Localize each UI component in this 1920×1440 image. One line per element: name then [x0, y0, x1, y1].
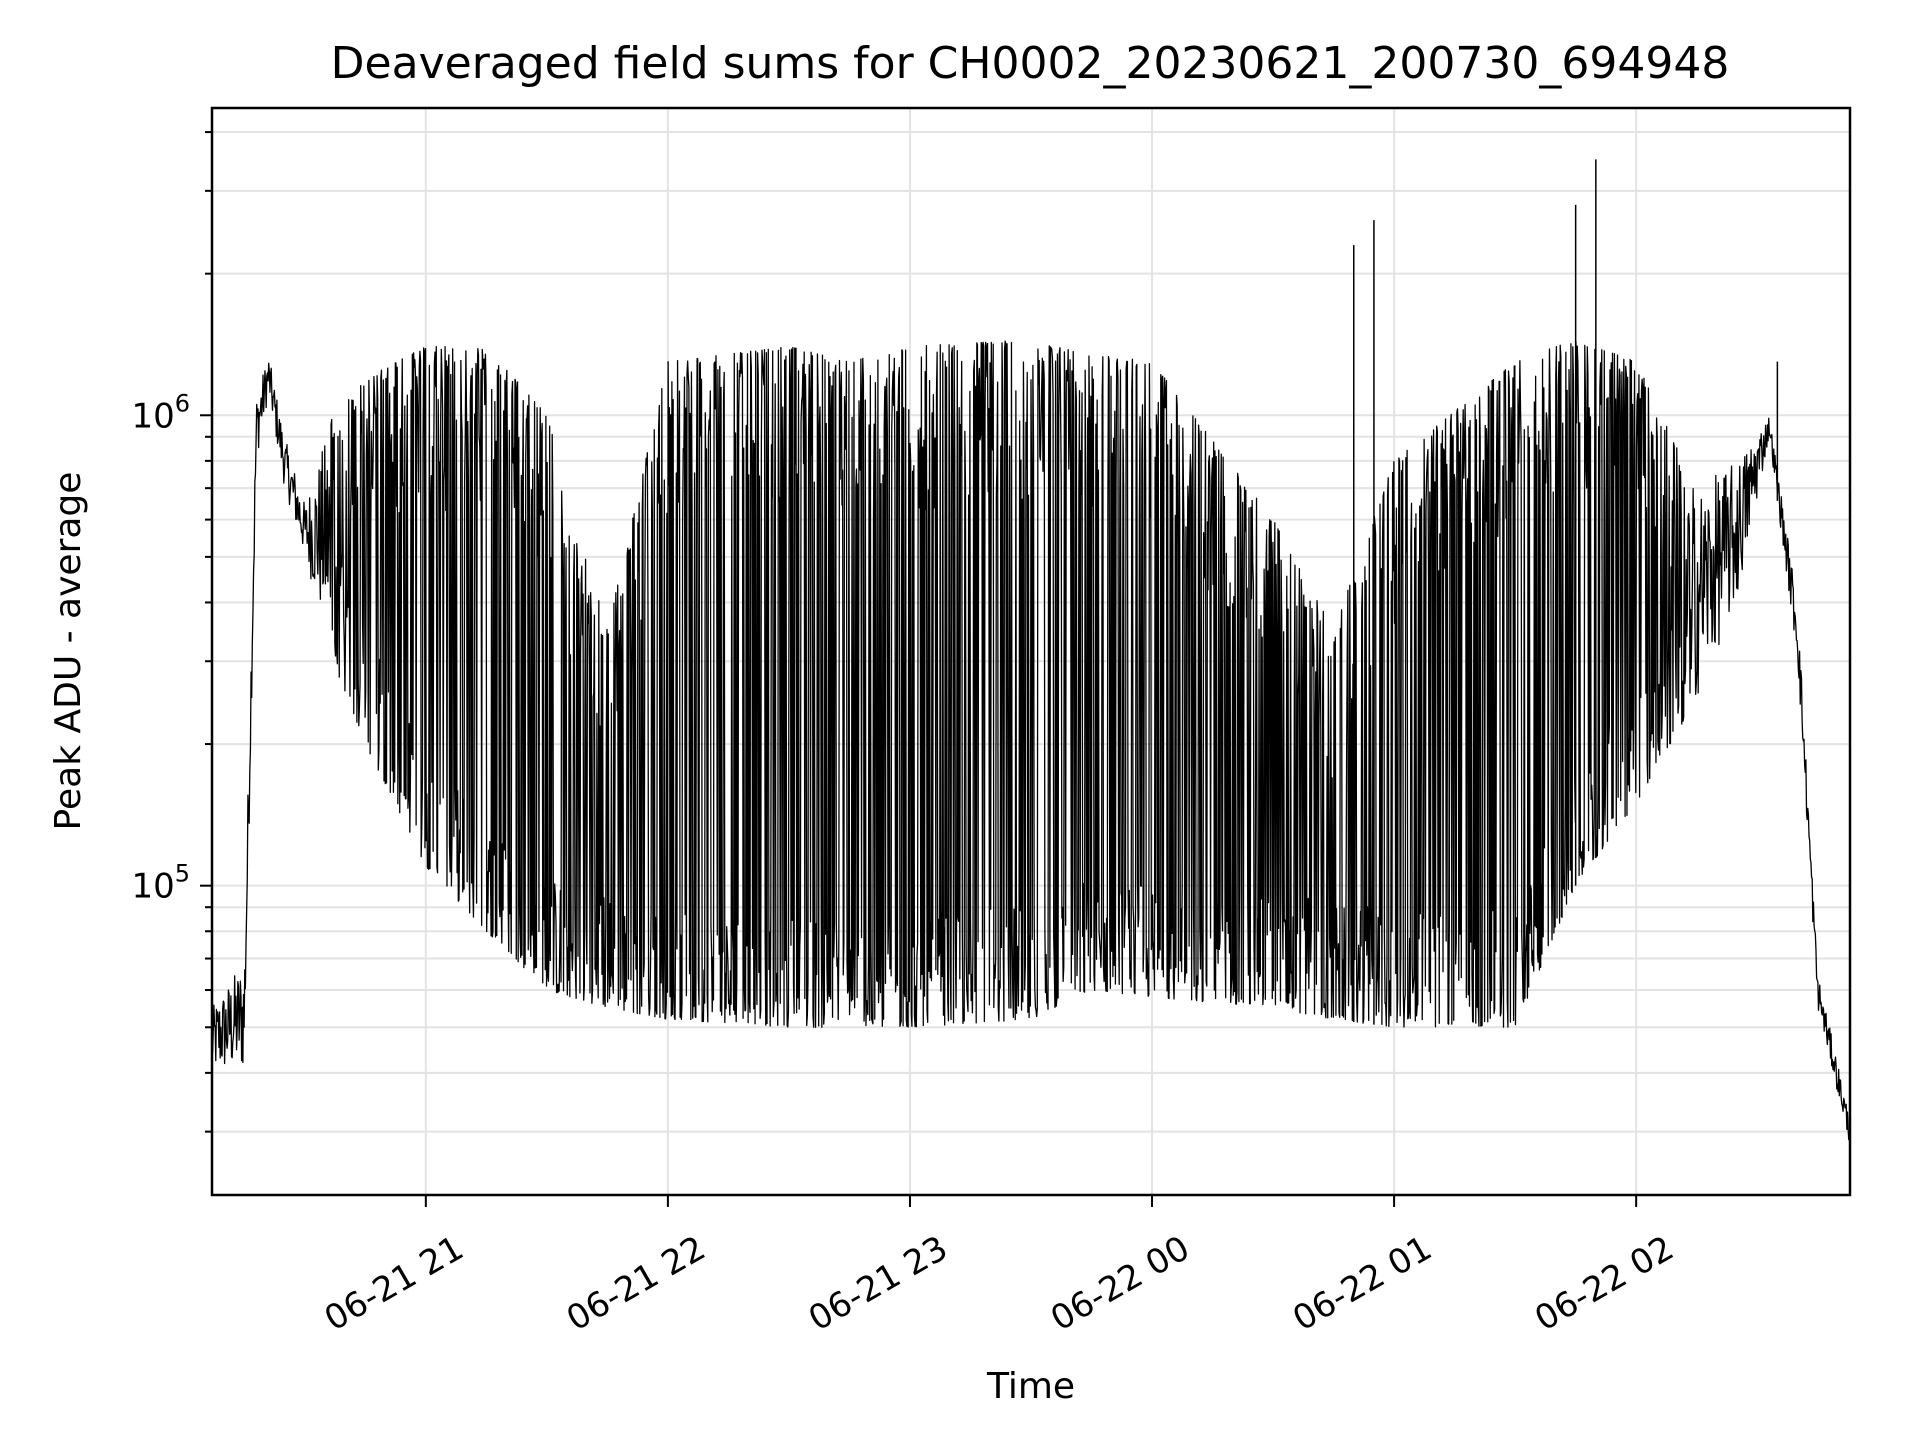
- series-line: [211, 159, 1851, 1144]
- y-tick-label: 105: [131, 860, 190, 907]
- plot-frame: [210, 106, 1852, 1197]
- y-tick-label: 106: [131, 389, 190, 436]
- chart-title: Deaveraged field sums for CH0002_2023062…: [331, 38, 1730, 89]
- series-trace: [211, 340, 1851, 1144]
- x-axis-label: Time: [986, 1366, 1075, 1407]
- y-axis-label: Peak ADU - average: [48, 472, 89, 831]
